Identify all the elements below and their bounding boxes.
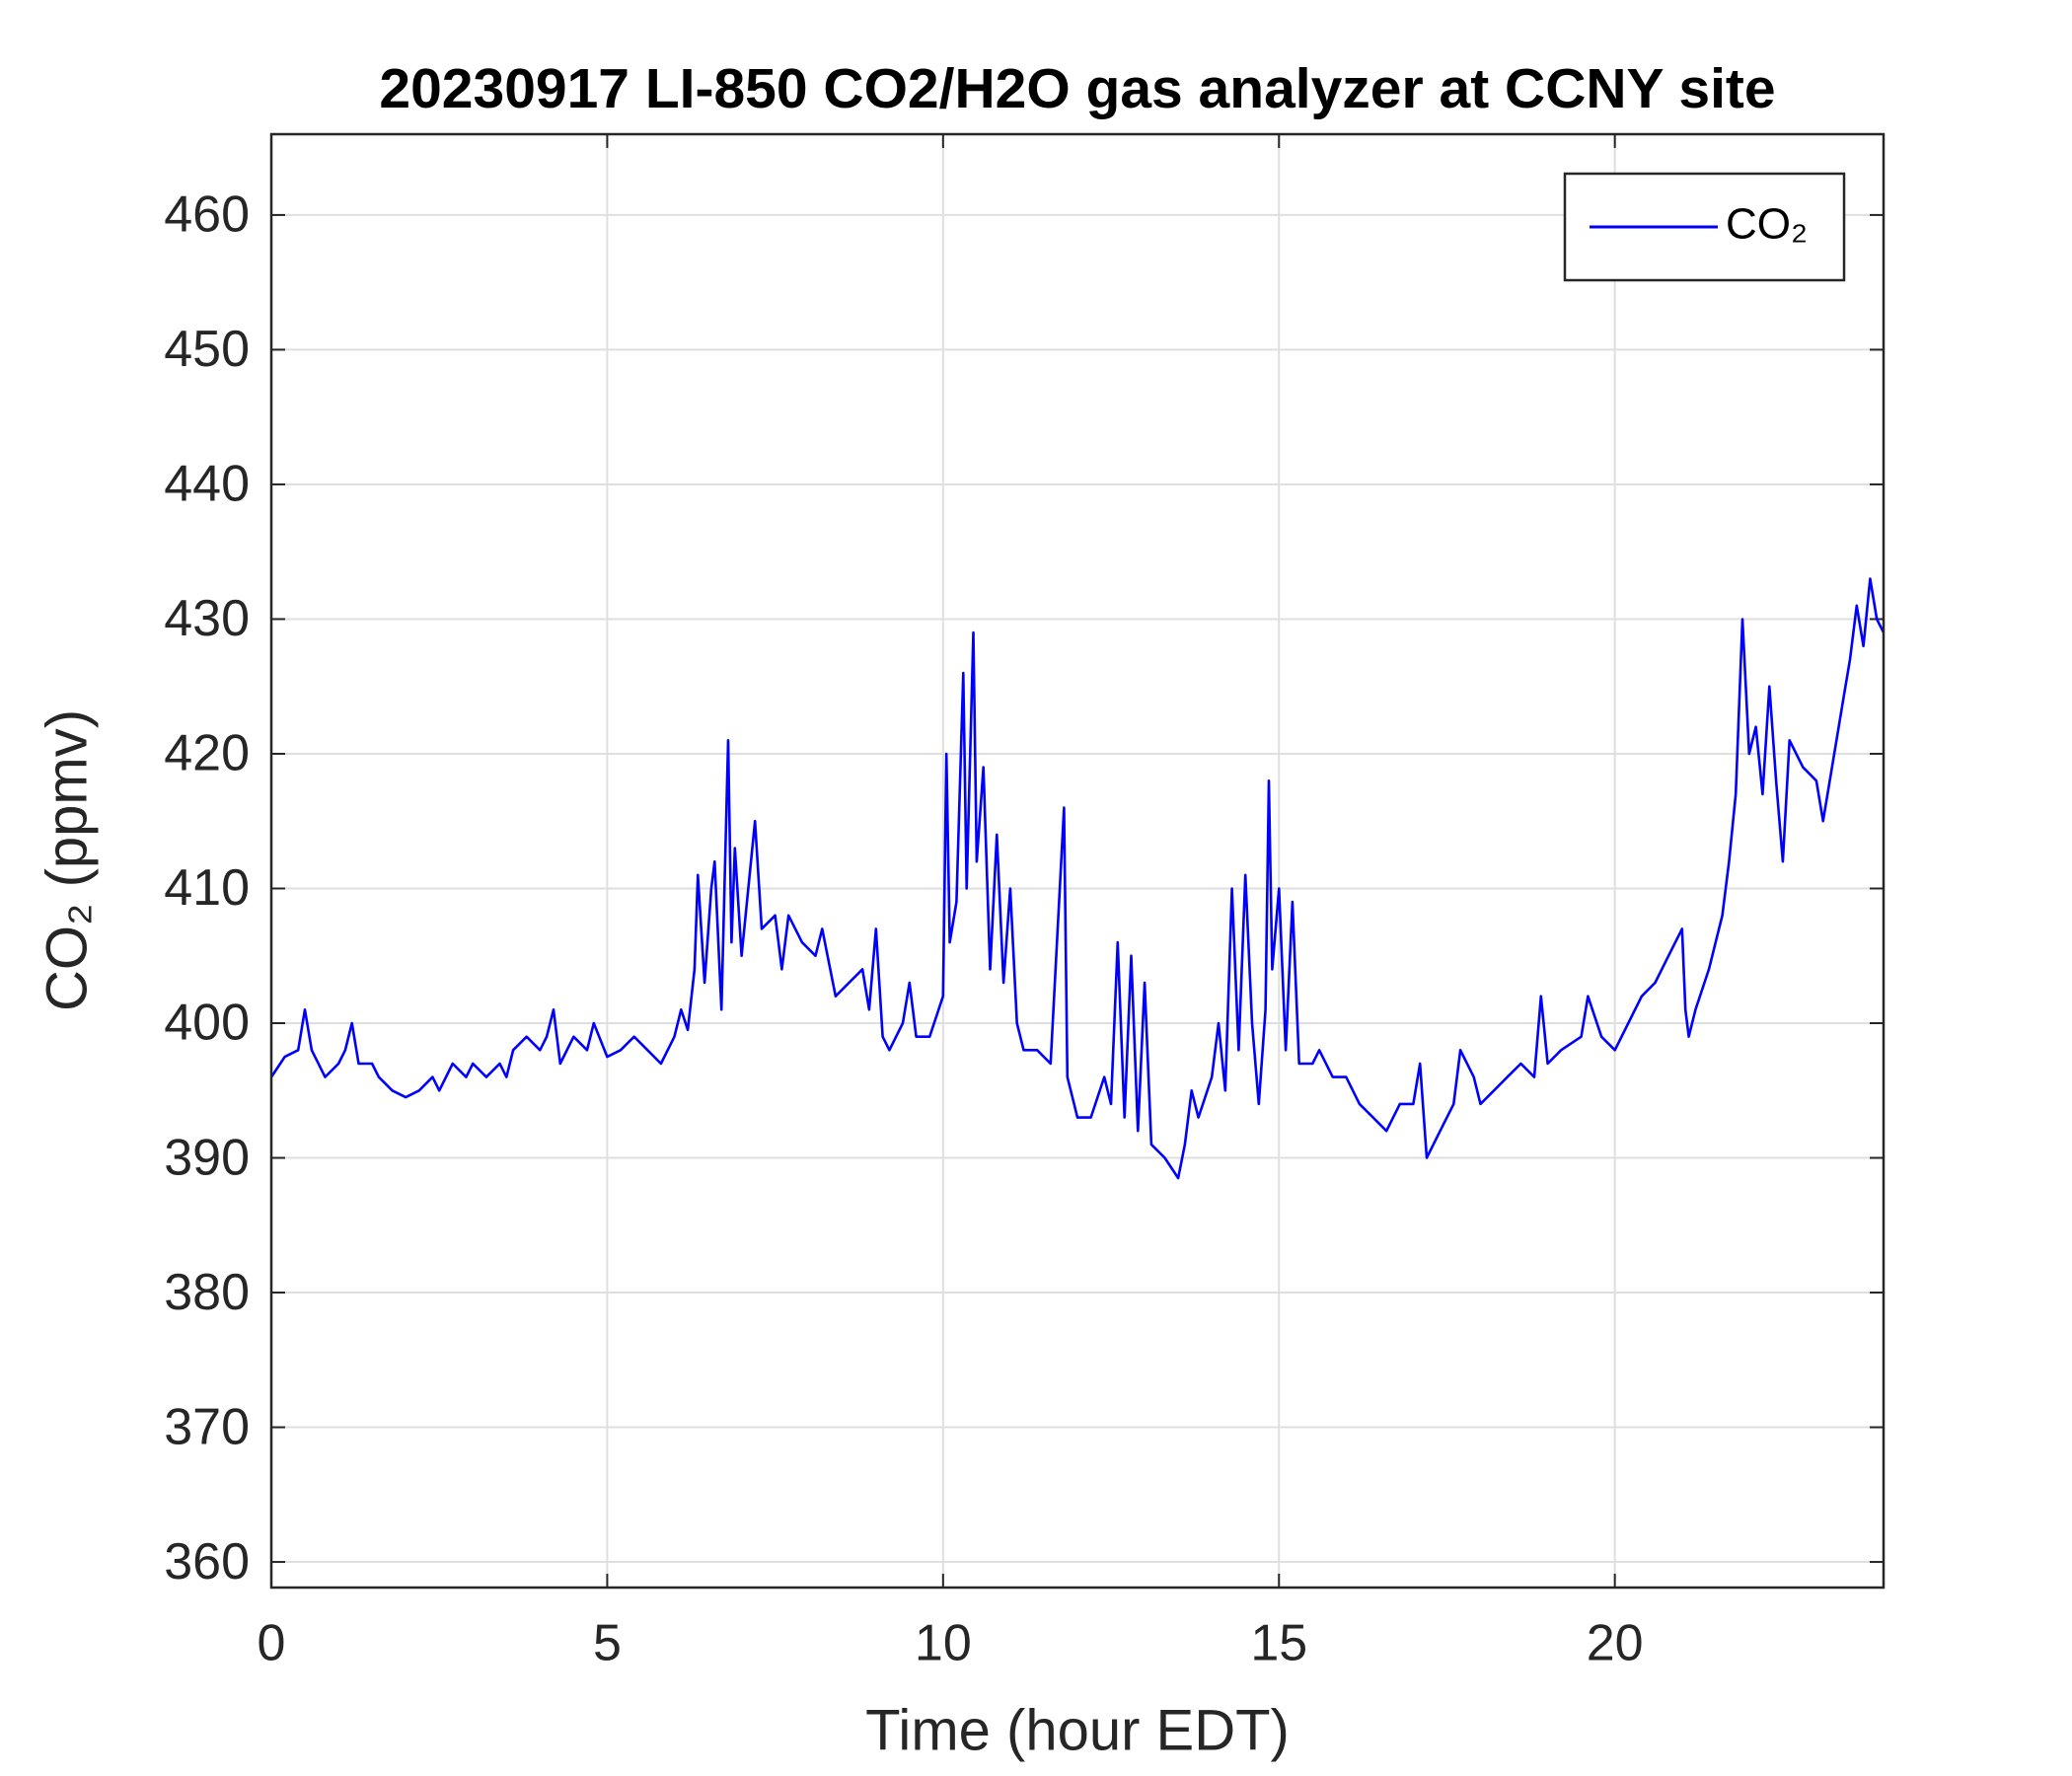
y-tick-label: 440 bbox=[164, 456, 250, 513]
x-tick-label: 5 bbox=[593, 1615, 622, 1672]
y-tick-label: 360 bbox=[164, 1533, 250, 1591]
y-tick-label: 430 bbox=[164, 590, 250, 647]
y-tick-label: 410 bbox=[164, 859, 250, 917]
y-tick-label: 390 bbox=[164, 1129, 250, 1186]
plot-frame bbox=[269, 132, 1886, 1590]
y-tick-label: 420 bbox=[164, 725, 250, 782]
y-tick-label: 450 bbox=[164, 321, 250, 378]
data-line bbox=[269, 577, 1886, 1180]
x-tick-label: 0 bbox=[258, 1615, 286, 1672]
x-tick-label: 15 bbox=[1250, 1615, 1307, 1672]
y-tick-label: 460 bbox=[164, 186, 250, 244]
x-tick-label: 20 bbox=[1587, 1615, 1644, 1672]
y-axis-label: CO₂ (ppmv) bbox=[35, 709, 99, 1011]
y-tick-label: 370 bbox=[164, 1398, 250, 1455]
chart-title: 20230917 LI-850 CO2/H2O gas analyzer at … bbox=[379, 57, 1775, 120]
x-axis-label: Time (hour EDT) bbox=[865, 1698, 1290, 1762]
y-tick-label: 400 bbox=[164, 995, 250, 1052]
x-tick-label: 10 bbox=[915, 1615, 972, 1672]
legend-label: CO₂ bbox=[1726, 200, 1808, 249]
y-tick-label: 380 bbox=[164, 1264, 250, 1321]
